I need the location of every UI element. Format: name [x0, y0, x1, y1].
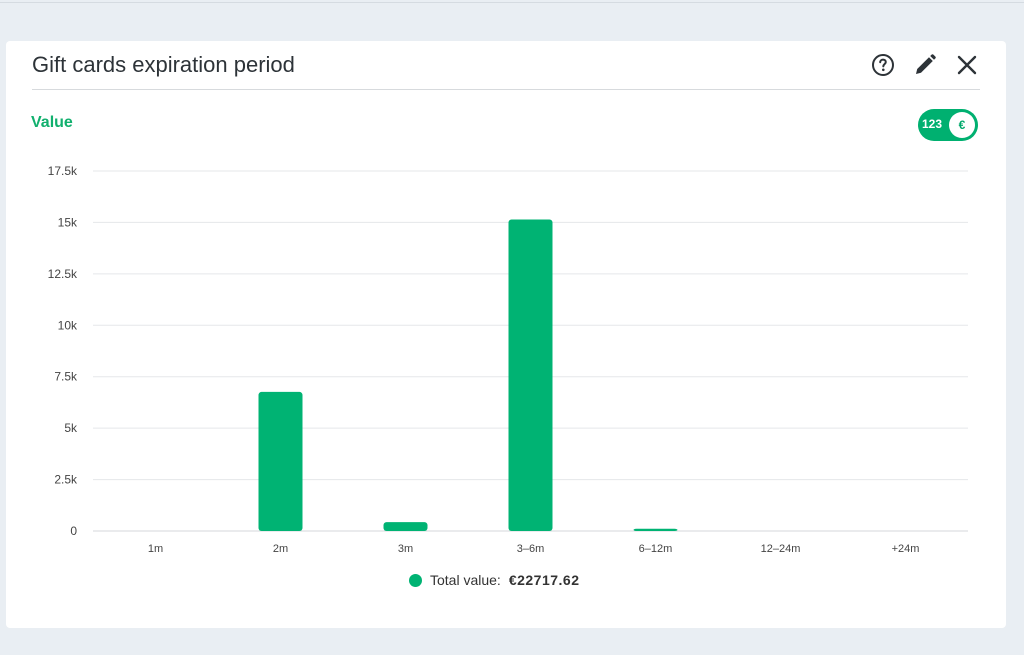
y-tick-label: 5k	[64, 421, 78, 435]
header-divider	[32, 89, 980, 90]
toggle-count-label: 123	[922, 117, 943, 131]
y-tick-label: 2.5k	[54, 473, 78, 487]
bar-3m[interactable]	[383, 522, 428, 531]
bar-6–12m[interactable]	[633, 528, 678, 531]
toggle-euro-knob: €	[949, 112, 975, 138]
bars	[258, 219, 678, 531]
metric-label: Value	[31, 114, 73, 131]
y-tick-label: 10k	[58, 318, 78, 332]
y-tick-label: 17.5k	[48, 164, 78, 178]
y-tick-label: 15k	[58, 215, 78, 229]
legend-marker	[409, 573, 422, 587]
bar-2m[interactable]	[258, 391, 303, 531]
y-tick-label: 12.5k	[48, 267, 78, 281]
x-tick-label: 12–24m	[761, 543, 801, 555]
x-tick-label: 1m	[148, 543, 163, 555]
help-icon[interactable]	[870, 52, 896, 78]
bar-3–6m[interactable]	[508, 219, 553, 531]
close-icon[interactable]	[954, 52, 980, 78]
legend-label: Total value:	[430, 572, 501, 588]
pencil-icon[interactable]	[912, 52, 938, 78]
bar-chart: 0 2.5k 5k 7.5k 10k 12.5k 15k 17.5k 1m 2m 3m 3–6m 6–…	[48, 164, 968, 555]
widget-actions	[870, 52, 980, 78]
y-tick-label: 0	[70, 524, 77, 538]
top-divider	[0, 2, 1024, 3]
y-tick-labels: 0 2.5k 5k 7.5k 10k 12.5k 15k 17.5k	[48, 164, 78, 538]
widget-card: Gift cards expiration period Value 123 €	[6, 41, 1006, 628]
count-value-toggle[interactable]: 123 €	[918, 109, 978, 141]
x-tick-labels: 1m 2m 3m 3–6m 6–12m 12–24m +24m	[148, 543, 920, 555]
x-tick-label: 3m	[398, 543, 413, 555]
legend-total-value: €22717.62	[508, 572, 580, 588]
x-tick-label: +24m	[892, 543, 920, 555]
x-tick-label: 2m	[273, 543, 288, 555]
widget-title: Gift cards expiration period	[32, 52, 295, 77]
y-tick-label: 7.5k	[54, 370, 78, 384]
x-tick-label: 3–6m	[517, 543, 545, 555]
x-tick-label: 6–12m	[639, 543, 673, 555]
chart-legend: Total value: €22717.62	[409, 572, 580, 588]
